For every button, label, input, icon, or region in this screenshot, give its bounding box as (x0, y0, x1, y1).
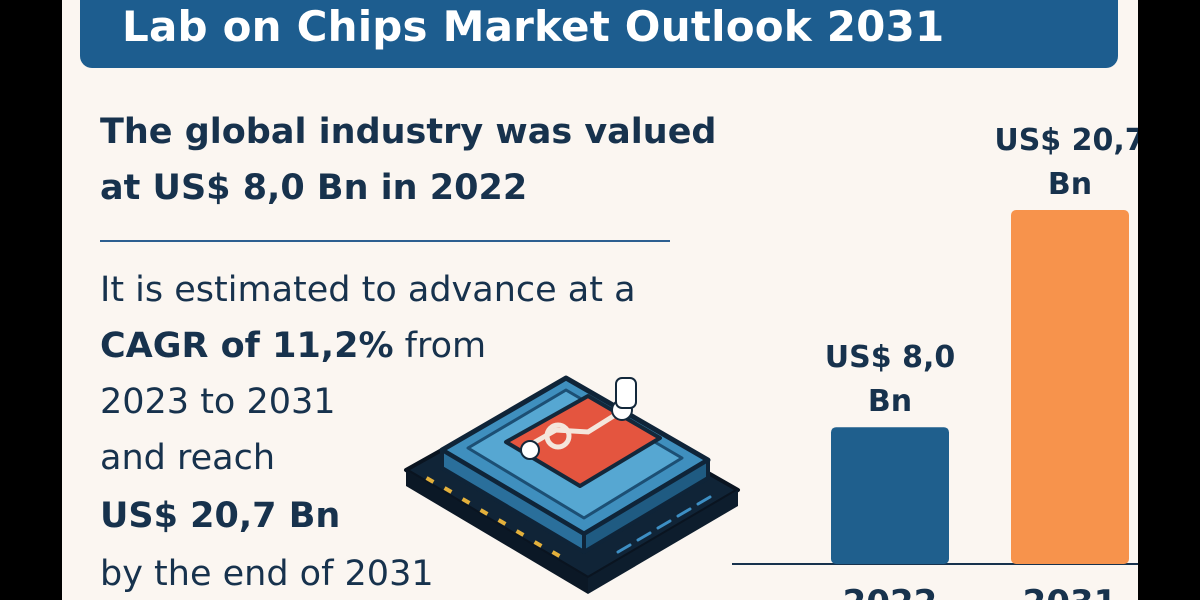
projection-reach: and reach (100, 438, 275, 478)
infographic-canvas: Lab on Chips Market Outlook 2031 The glo… (62, 0, 1138, 600)
valuation-line-2: at US$ 8,0 Bn in 2022 (100, 168, 528, 208)
cagr-suffix: from (393, 326, 487, 366)
projection-line-1: It is estimated to advance at a (100, 270, 636, 310)
valuation-line-1: The global industry was valued (100, 112, 717, 152)
cagr-line: CAGR of 11,2% from (100, 318, 486, 374)
tick-label-2031: 2031 (1023, 583, 1118, 600)
cagr-value: CAGR of 11,2% (100, 326, 394, 366)
title-banner: Lab on Chips Market Outlook 2031 (80, 0, 1118, 68)
bar-2022 (831, 427, 949, 564)
lab-chip-icon (404, 375, 740, 594)
data-label-2022-0: US$ 8,0 (825, 340, 955, 375)
market-bar-chart: US$ 8,0 Bn 2022 US$ 20,7 Bn 2031 (732, 123, 1138, 600)
divider (100, 240, 670, 242)
data-label-2031-1: Bn (1048, 167, 1092, 202)
projection-years: 2023 to 2031 (100, 382, 336, 422)
page-title: Lab on Chips Market Outlook 2031 (122, 2, 945, 51)
data-label-2031-0: US$ 20,7 (994, 123, 1138, 158)
bar-2031 (1011, 210, 1129, 564)
tick-label-2022: 2022 (843, 583, 938, 600)
data-label-2022-1: Bn (868, 384, 912, 419)
projection-value: US$ 20,7 Bn (100, 496, 341, 536)
projection-end: by the end of 2031 (100, 554, 434, 594)
